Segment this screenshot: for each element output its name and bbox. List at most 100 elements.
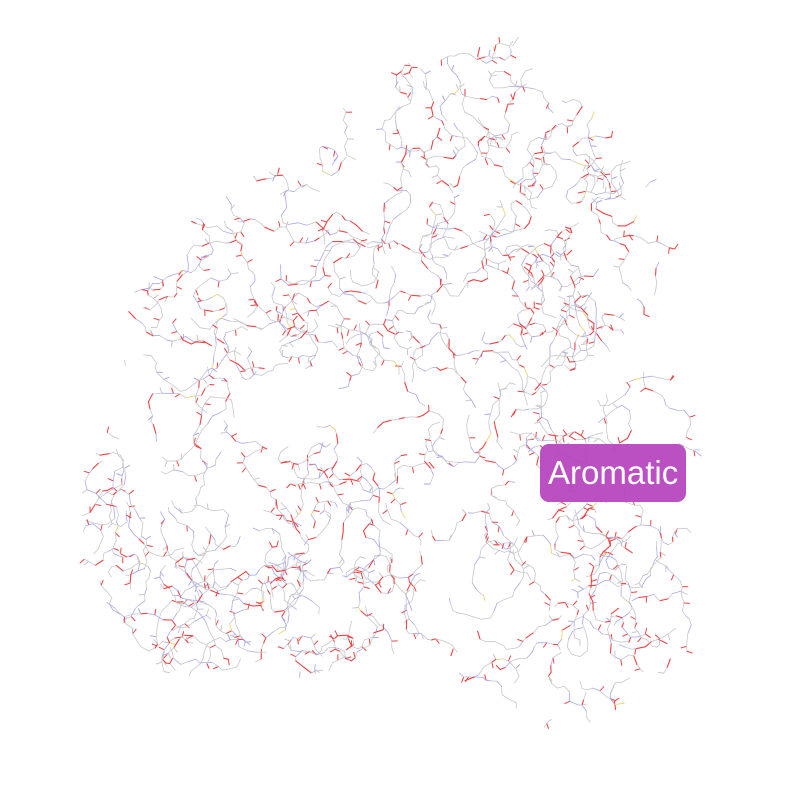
bond <box>186 599 197 603</box>
bond <box>125 510 127 516</box>
bond <box>537 188 544 198</box>
bond <box>620 539 624 546</box>
bond <box>625 221 635 227</box>
bond <box>584 437 590 440</box>
bond <box>535 431 537 438</box>
bond <box>306 559 312 565</box>
bond <box>128 506 131 514</box>
bond <box>574 509 578 517</box>
bond <box>126 501 130 508</box>
bond <box>492 145 500 149</box>
bond <box>478 238 489 242</box>
bond <box>623 234 630 238</box>
bond <box>333 442 339 450</box>
bond <box>154 608 157 615</box>
bond <box>156 371 161 376</box>
bond <box>525 251 533 257</box>
bond <box>475 152 479 160</box>
bond <box>610 607 620 615</box>
bond <box>208 630 215 640</box>
bond <box>621 617 625 624</box>
bond <box>448 534 454 541</box>
bond <box>159 571 162 578</box>
bond <box>213 563 216 570</box>
bond <box>370 619 378 628</box>
bond <box>375 279 379 289</box>
bond <box>390 574 395 580</box>
bond <box>511 276 515 282</box>
bond <box>520 328 523 336</box>
bond <box>526 141 531 151</box>
bond <box>358 592 361 603</box>
bond <box>566 304 573 313</box>
bond <box>322 267 326 277</box>
bond <box>496 142 500 148</box>
bond <box>390 72 397 76</box>
bond <box>172 272 180 276</box>
bond <box>362 579 365 588</box>
bond <box>112 470 116 482</box>
bond <box>534 581 541 586</box>
bond <box>497 339 503 343</box>
bond-wireframe <box>79 37 702 729</box>
bond <box>420 555 423 565</box>
bond <box>427 424 433 430</box>
bond <box>305 365 311 370</box>
bond <box>405 593 410 603</box>
bond <box>271 567 275 575</box>
bond <box>578 524 585 533</box>
bond <box>293 465 296 473</box>
bond <box>420 149 426 155</box>
bond <box>287 613 290 622</box>
bond <box>229 320 240 323</box>
bond <box>542 253 552 259</box>
bond <box>161 651 165 657</box>
bond <box>540 146 544 153</box>
bond <box>622 281 629 287</box>
bond <box>339 276 346 280</box>
bond <box>431 233 434 239</box>
bond <box>352 294 359 302</box>
bond <box>181 511 193 514</box>
bond <box>265 312 271 321</box>
bond <box>617 436 621 443</box>
bond <box>559 285 563 292</box>
bond <box>285 565 293 571</box>
bond <box>577 588 584 593</box>
bond <box>590 544 600 550</box>
bond <box>665 404 670 409</box>
bond <box>527 185 535 187</box>
bond <box>357 646 363 650</box>
bond <box>597 629 603 635</box>
bond <box>634 627 639 632</box>
bond <box>353 324 357 331</box>
bond <box>490 609 495 619</box>
bond <box>163 376 170 380</box>
bond <box>393 331 398 339</box>
bond <box>421 301 432 307</box>
bond <box>683 602 690 604</box>
bond <box>129 512 131 519</box>
bond <box>246 262 250 270</box>
bond <box>247 357 252 368</box>
bond <box>120 489 130 495</box>
bond <box>319 275 326 281</box>
bond <box>192 435 195 445</box>
bond <box>261 596 263 605</box>
bond <box>442 235 447 242</box>
bond <box>177 522 188 526</box>
bond <box>383 202 385 213</box>
bond <box>118 455 124 460</box>
bond <box>516 244 521 248</box>
bond <box>443 156 454 160</box>
bond <box>166 600 173 607</box>
bond <box>372 427 378 434</box>
bond <box>455 522 458 530</box>
bond <box>595 208 604 214</box>
bond <box>511 366 519 373</box>
bond <box>477 145 481 153</box>
bond <box>533 180 537 187</box>
bond <box>497 484 506 486</box>
